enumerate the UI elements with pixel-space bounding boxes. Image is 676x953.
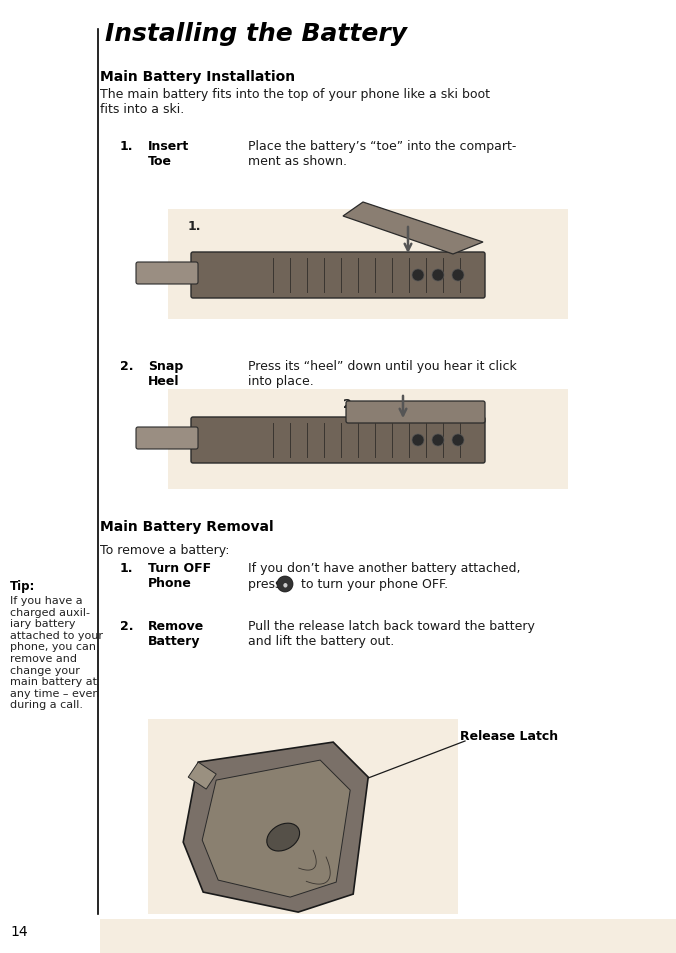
FancyBboxPatch shape xyxy=(136,428,198,450)
Circle shape xyxy=(412,270,424,282)
Circle shape xyxy=(452,270,464,282)
Text: If you have a
charged auxil-
iary battery
attached to your
phone, you can
remove: If you have a charged auxil- iary batter… xyxy=(10,596,103,710)
Text: 1.: 1. xyxy=(120,561,133,575)
Text: ●: ● xyxy=(283,582,287,587)
Text: To remove a battery:: To remove a battery: xyxy=(100,543,229,557)
Circle shape xyxy=(432,435,444,447)
Text: 14: 14 xyxy=(10,924,28,938)
Text: press: press xyxy=(248,578,285,590)
Text: Place the battery’s “toe” into the compart-
ment as shown.: Place the battery’s “toe” into the compa… xyxy=(248,140,516,168)
Bar xyxy=(148,720,458,914)
Text: If you don’t have another battery attached,: If you don’t have another battery attach… xyxy=(248,561,521,575)
FancyBboxPatch shape xyxy=(191,417,485,463)
FancyBboxPatch shape xyxy=(346,401,485,423)
Polygon shape xyxy=(202,760,350,897)
Text: Remove
Battery: Remove Battery xyxy=(148,619,204,647)
Text: Pull the release latch back toward the battery
and lift the battery out.: Pull the release latch back toward the b… xyxy=(248,619,535,647)
Text: Release Latch: Release Latch xyxy=(460,729,558,742)
Bar xyxy=(168,390,568,490)
Text: Main Battery Removal: Main Battery Removal xyxy=(100,519,274,534)
Circle shape xyxy=(432,270,444,282)
Polygon shape xyxy=(183,742,368,912)
Text: Installing the Battery: Installing the Battery xyxy=(105,22,407,46)
Text: 2.: 2. xyxy=(120,619,133,633)
Polygon shape xyxy=(188,762,216,789)
FancyBboxPatch shape xyxy=(191,253,485,298)
Text: 1.: 1. xyxy=(120,140,133,152)
Ellipse shape xyxy=(267,823,299,851)
Text: Main Battery Installation: Main Battery Installation xyxy=(100,70,295,84)
Text: The main battery fits into the top of your phone like a ski boot
fits into a ski: The main battery fits into the top of yo… xyxy=(100,88,490,116)
Circle shape xyxy=(452,435,464,447)
FancyBboxPatch shape xyxy=(136,263,198,285)
Text: Snap
Heel: Snap Heel xyxy=(148,359,183,388)
Bar xyxy=(100,919,676,953)
Text: 1.: 1. xyxy=(188,220,201,233)
Text: Turn OFF
Phone: Turn OFF Phone xyxy=(148,561,211,589)
Text: 2.: 2. xyxy=(120,359,133,373)
Circle shape xyxy=(412,435,424,447)
Text: Tip:: Tip: xyxy=(10,579,35,593)
Text: to turn your phone OFF.: to turn your phone OFF. xyxy=(297,578,448,590)
Bar xyxy=(168,210,568,319)
Text: Insert
Toe: Insert Toe xyxy=(148,140,189,168)
Polygon shape xyxy=(343,203,483,254)
Text: 2.: 2. xyxy=(343,397,356,411)
Circle shape xyxy=(277,577,293,593)
Text: Press its “heel” down until you hear it click
into place.: Press its “heel” down until you hear it … xyxy=(248,359,516,388)
